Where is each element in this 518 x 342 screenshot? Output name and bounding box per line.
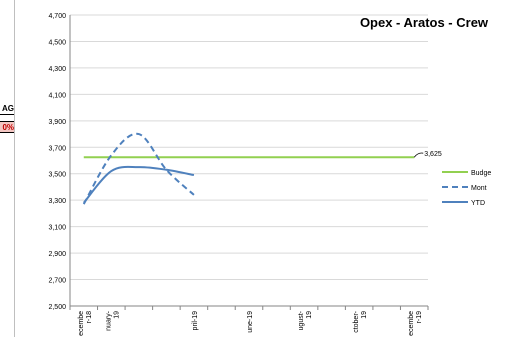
legend-label-budget: Budge <box>471 170 491 177</box>
x-tick-label: une-19 <box>247 311 254 333</box>
x-tick-labels: ecembe r-18 nuary- 19 pril-19 une-19 ugust- 19 c… <box>78 310 423 336</box>
x-tick-label-group: nuary- 19 <box>105 310 120 331</box>
y-tick-label: 3,700 <box>48 145 66 152</box>
x-tick-label-group: ecembe r-19 <box>408 311 423 336</box>
x-tick-label: ecembe <box>408 311 415 336</box>
y-tick-label: 4,500 <box>48 39 66 46</box>
legend-label-monthly: Mont <box>471 185 487 192</box>
y-tick-label: 4,300 <box>48 66 66 73</box>
chart-svg: 2,500 2,700 2,900 3,100 3,300 3,500 3,700 3,900… <box>48 13 491 336</box>
y-tick-label: 2,900 <box>48 251 66 258</box>
x-tick-label-group: ecembe r-18 <box>78 311 93 336</box>
side-cell-value: 0% <box>0 121 14 133</box>
side-cell-label: AG <box>0 104 14 115</box>
chart-area: 2,500 2,700 2,900 3,100 3,300 3,500 3,700 3,900… <box>14 0 518 337</box>
x-tick-label: ecembe <box>78 311 85 336</box>
annotation-leader <box>413 152 424 158</box>
x-tick-label: nuary- <box>105 310 112 331</box>
y-tick-label: 3,900 <box>48 119 66 126</box>
x-tick-label: ctober- <box>353 310 360 332</box>
x-tick-label: pril-19 <box>192 311 199 331</box>
x-tick-label: 19 <box>113 311 120 319</box>
y-tick-label: 2,500 <box>48 304 66 311</box>
y-tick-label: 3,300 <box>48 198 66 205</box>
x-tick-label: ugust- <box>298 310 305 330</box>
series-lines <box>82 132 415 205</box>
annotation-budget-value: 3,625 <box>424 151 442 158</box>
chart-title: Opex - Aratos - Crew <box>360 15 489 30</box>
axes <box>69 15 429 310</box>
x-tick-label-group: pril-19 <box>192 311 199 331</box>
y-tick-label: 2,700 <box>48 278 66 285</box>
legend-label-ytd: YTD <box>471 200 485 207</box>
series-line-monthly <box>82 132 195 205</box>
series-line-ytd <box>83 165 195 204</box>
x-tick-label: 19 <box>361 311 368 319</box>
gridlines <box>70 14 428 307</box>
y-tick-label: 4,700 <box>48 13 66 20</box>
x-tick-label-group: ctober- 19 <box>353 310 368 332</box>
x-tick-label-group: ugust- 19 <box>298 310 313 330</box>
y-tick-label: 3,100 <box>48 225 66 232</box>
y-tick-label: 4,100 <box>48 92 66 99</box>
legend: Budge Mont YTD <box>442 170 491 207</box>
x-tick-label: r-19 <box>416 311 423 324</box>
x-tick-label-group: une-19 <box>247 311 254 333</box>
x-tick-label: r-18 <box>86 311 93 324</box>
annotations: 3,625 <box>413 151 442 158</box>
x-tick-label: 19 <box>306 311 313 319</box>
y-tick-label: 3,500 <box>48 172 66 179</box>
y-tick-labels: 2,500 2,700 2,900 3,100 3,300 3,500 3,700 3,900… <box>48 13 66 311</box>
